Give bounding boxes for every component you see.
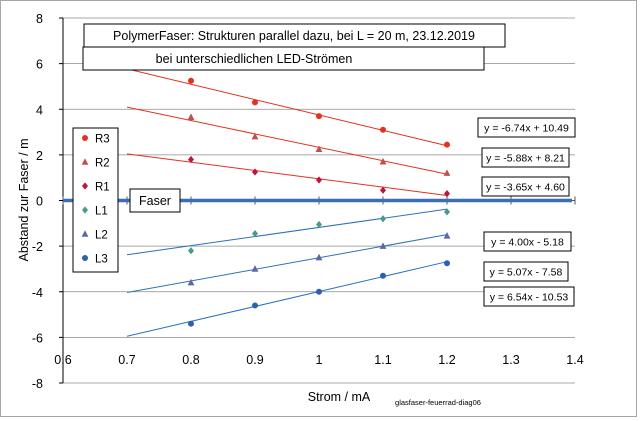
point-r2 xyxy=(379,157,387,165)
point-l2 xyxy=(443,232,451,239)
point-l1 xyxy=(188,247,194,255)
point-l1 xyxy=(444,208,450,216)
legend-frame xyxy=(72,127,119,273)
legend-label-l2: L2 xyxy=(95,230,108,242)
x-axis-label: Strom / mA xyxy=(308,390,371,404)
y-tick-label: 0 xyxy=(36,195,43,209)
y-tick-label: -4 xyxy=(32,286,43,300)
point-l2 xyxy=(187,278,195,286)
fit-label-frame-l3 xyxy=(483,286,575,307)
fit-equation-l3: y = 6.54x - 10.53 xyxy=(490,292,569,304)
legend-label-r3: R3 xyxy=(95,134,110,146)
fiber-label-frame xyxy=(129,188,181,213)
fit-equation-r2: y = -5.88x + 8.21 xyxy=(486,153,565,165)
fit-label-frame-r3 xyxy=(477,117,576,138)
x-tick-label: 0.9 xyxy=(246,353,263,367)
fit-label-frame-l2 xyxy=(483,261,569,282)
x-tick-label: 0.8 xyxy=(182,353,199,367)
point-l1 xyxy=(380,215,386,223)
footer-caption: glasfaser-feuerrad-diag06 xyxy=(395,398,481,407)
fit-label-frame-l1 xyxy=(483,231,572,252)
legend-label-l3: L3 xyxy=(95,254,108,266)
fiber-label: Faser xyxy=(139,194,171,208)
point-l3 xyxy=(252,302,258,309)
fit-equation-r1: y = -3.65x + 4.60 xyxy=(486,182,565,194)
point-r3 xyxy=(252,99,258,106)
fit-equation-labels: y = -6.74x + 10.49 y = -5.88x + 8.21 y = -… xyxy=(477,117,576,307)
legend-marker-l3 xyxy=(82,255,88,261)
fit-line-r3 xyxy=(126,68,448,147)
point-r3 xyxy=(188,77,194,84)
x-tick-label: 1.3 xyxy=(502,353,519,367)
point-l1 xyxy=(252,229,258,238)
chart-subtitle: bei unterschiedlichen LED-Strömen xyxy=(156,52,353,66)
subtitle-frame xyxy=(82,46,485,71)
y-tick-label: -8 xyxy=(32,377,43,391)
fit-label-frame-r1 xyxy=(481,176,570,197)
point-r1 xyxy=(316,176,322,184)
fit-line-r2 xyxy=(126,106,448,175)
x-tick-label: 0.7 xyxy=(118,353,135,367)
legend-marker-r1 xyxy=(82,182,88,190)
legend-marker-l2 xyxy=(81,230,89,237)
point-l3 xyxy=(380,272,386,279)
point-l2 xyxy=(379,242,387,249)
y-tick-label: -2 xyxy=(32,240,43,254)
y-tick-label: -6 xyxy=(32,331,43,345)
point-l2 xyxy=(315,253,323,261)
y-axis-label: Abstand zur Faser / m xyxy=(17,139,31,262)
legend: R3 R2 R1 L1 L2 L3 xyxy=(72,127,119,273)
fiber-label-box: Faser xyxy=(129,188,181,213)
point-l3 xyxy=(188,320,194,327)
fit-label-frame-r2 xyxy=(481,147,570,168)
y-tick-label: 4 xyxy=(36,103,43,117)
point-r1 xyxy=(444,190,450,198)
fit-lines xyxy=(126,68,448,337)
chart-title: PolymerFaser: Strukturen parallel dazu, … xyxy=(113,29,475,43)
fit-equation-r3: y = -6.74x + 10.49 xyxy=(484,123,569,135)
data-points xyxy=(187,77,451,327)
legend-marker-r3 xyxy=(82,135,88,141)
point-r3 xyxy=(444,141,450,148)
title-box: PolymerFaser: Strukturen parallel dazu, … xyxy=(83,23,506,48)
y-tick-label: 8 xyxy=(36,12,43,26)
fit-line-l2 xyxy=(126,234,448,293)
subtitle-box: bei unterschiedlichen LED-Strömen xyxy=(82,46,485,71)
point-r2 xyxy=(251,132,259,140)
x-tick-label: 1.2 xyxy=(438,353,455,367)
x-tick-label: 0.6 xyxy=(54,353,71,367)
legend-marker-l1 xyxy=(82,206,88,214)
x-tick-label: 1.1 xyxy=(374,353,391,367)
legend-label-l1: L1 xyxy=(95,206,108,218)
fit-line-r1 xyxy=(126,153,448,196)
fit-line-l3 xyxy=(126,261,448,337)
point-r1 xyxy=(252,168,258,176)
point-r3 xyxy=(380,126,386,133)
x-tick-label: 1 xyxy=(316,353,323,367)
point-r2 xyxy=(315,145,323,152)
point-r1 xyxy=(188,155,194,164)
legend-label-r1: R1 xyxy=(95,182,110,194)
legend-marker-r2 xyxy=(81,158,89,165)
fit-equation-l1: y = 4.00x - 5.18 xyxy=(491,237,564,249)
fit-equation-l2: y = 5.07x - 7.58 xyxy=(490,267,563,279)
point-l3 xyxy=(444,260,450,267)
legend-label-r2: R2 xyxy=(95,158,110,170)
point-r2 xyxy=(443,169,451,176)
point-l2 xyxy=(251,265,259,272)
y-tick-label: 6 xyxy=(36,58,43,72)
point-l3 xyxy=(316,288,322,295)
point-l1 xyxy=(316,220,322,229)
fit-line-l1 xyxy=(126,208,448,256)
point-r3 xyxy=(316,113,322,120)
point-r2 xyxy=(187,113,195,121)
x-tick-label: 1.4 xyxy=(566,353,583,367)
point-r1 xyxy=(380,186,386,194)
y-tick-label: 2 xyxy=(36,149,43,163)
